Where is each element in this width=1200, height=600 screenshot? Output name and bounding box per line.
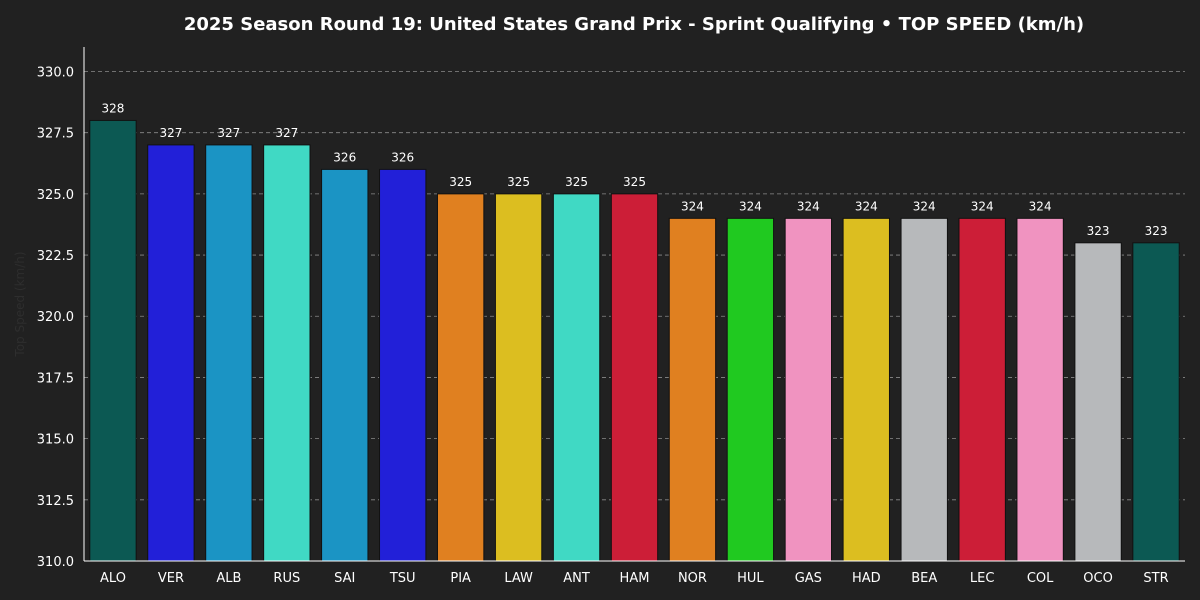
y-tick-label-6: 325.0 <box>37 188 74 203</box>
value-label-law: 325 <box>507 175 530 189</box>
x-tick-label-gas: GAS <box>795 571 822 586</box>
bar-ham <box>610 193 659 562</box>
bar-ver <box>147 144 195 562</box>
bar-law <box>494 193 543 562</box>
value-label-alo: 328 <box>102 101 125 115</box>
x-tick-label-ham: HAM <box>620 571 650 586</box>
y-tick-label-3: 317.5 <box>37 371 74 386</box>
value-label-col: 324 <box>1029 199 1052 213</box>
value-label-had: 324 <box>855 199 878 213</box>
y-tick-labels: 310.0 312.5 315.0 317.5 320.0 322.5 325.0 327.5… <box>37 65 74 570</box>
bar-hul <box>726 217 775 562</box>
value-label-lec: 324 <box>971 199 994 213</box>
bar-bea <box>900 217 948 562</box>
y-axis-label: Top Speed (km/h) <box>13 251 27 357</box>
x-tick-label-hul: HUL <box>737 571 764 586</box>
bar-str <box>1132 242 1180 562</box>
x-tick-label-alo: ALO <box>100 571 126 586</box>
value-label-oco: 323 <box>1087 224 1110 238</box>
value-label-str: 323 <box>1145 224 1168 238</box>
bar-tsu <box>379 168 427 562</box>
bar-gas <box>784 217 833 562</box>
bar-oco <box>1074 242 1122 562</box>
value-label-sai: 326 <box>333 150 356 164</box>
x-tick-label-ver: VER <box>158 571 184 586</box>
value-label-pia: 325 <box>449 175 472 189</box>
y-tick-label-7: 327.5 <box>37 127 74 142</box>
x-tick-label-str: STR <box>1143 571 1168 586</box>
x-tick-label-col: COL <box>1027 571 1054 586</box>
bars <box>89 119 1180 562</box>
value-labels: 328 327 327 327 326 326 325 325 325 325 324 324 324 3… <box>102 101 1168 237</box>
x-tick-label-pia: PIA <box>450 571 471 586</box>
bar-nor <box>668 217 717 562</box>
chart-title: 2025 Season Round 19: United States Gran… <box>184 14 1084 35</box>
x-tick-labels: ALO VER ALB RUS SAI TSU PIA LAW ANT HAM NOR HUL GAS H… <box>100 571 1169 586</box>
y-tick-label-4: 320.0 <box>37 310 74 325</box>
value-label-ham: 325 <box>623 175 646 189</box>
value-label-nor: 324 <box>681 199 704 213</box>
x-tick-label-sai: SAI <box>334 571 355 586</box>
value-label-rus: 327 <box>275 126 298 140</box>
bar-rus <box>263 144 311 562</box>
value-label-ver: 327 <box>159 126 182 140</box>
value-label-ant: 325 <box>565 175 588 189</box>
x-tick-label-had: HAD <box>852 571 881 586</box>
y-tick-label-5: 322.5 <box>37 249 74 264</box>
x-tick-label-ant: ANT <box>563 571 590 586</box>
bar-sai <box>321 168 369 562</box>
y-tick-label-1: 312.5 <box>37 494 74 509</box>
x-tick-label-tsu: TSU <box>389 571 416 586</box>
bar-col <box>1016 217 1064 562</box>
x-tick-label-oco: OCO <box>1083 571 1113 586</box>
x-tick-label-lec: LEC <box>970 571 995 586</box>
x-tick-label-alb: ALB <box>216 571 241 586</box>
bar-lec <box>958 217 1006 562</box>
value-label-hul: 324 <box>739 199 762 213</box>
bar-alb <box>205 144 253 562</box>
y-tick-label-2: 315.0 <box>37 433 74 448</box>
value-label-gas: 324 <box>797 199 820 213</box>
x-tick-label-nor: NOR <box>678 571 707 586</box>
bar-had <box>842 217 890 562</box>
bar-alo <box>89 119 137 562</box>
x-tick-label-bea: BEA <box>911 571 937 586</box>
x-tick-label-rus: RUS <box>273 571 300 586</box>
bar-pia <box>436 193 485 562</box>
value-label-tsu: 326 <box>391 150 414 164</box>
y-tick-label-8: 330.0 <box>37 65 74 80</box>
bar-ant <box>552 193 601 562</box>
y-tick-label-0: 310.0 <box>37 555 74 570</box>
value-label-bea: 324 <box>913 199 936 213</box>
value-label-alb: 327 <box>217 126 240 140</box>
x-tick-label-law: LAW <box>504 571 533 586</box>
